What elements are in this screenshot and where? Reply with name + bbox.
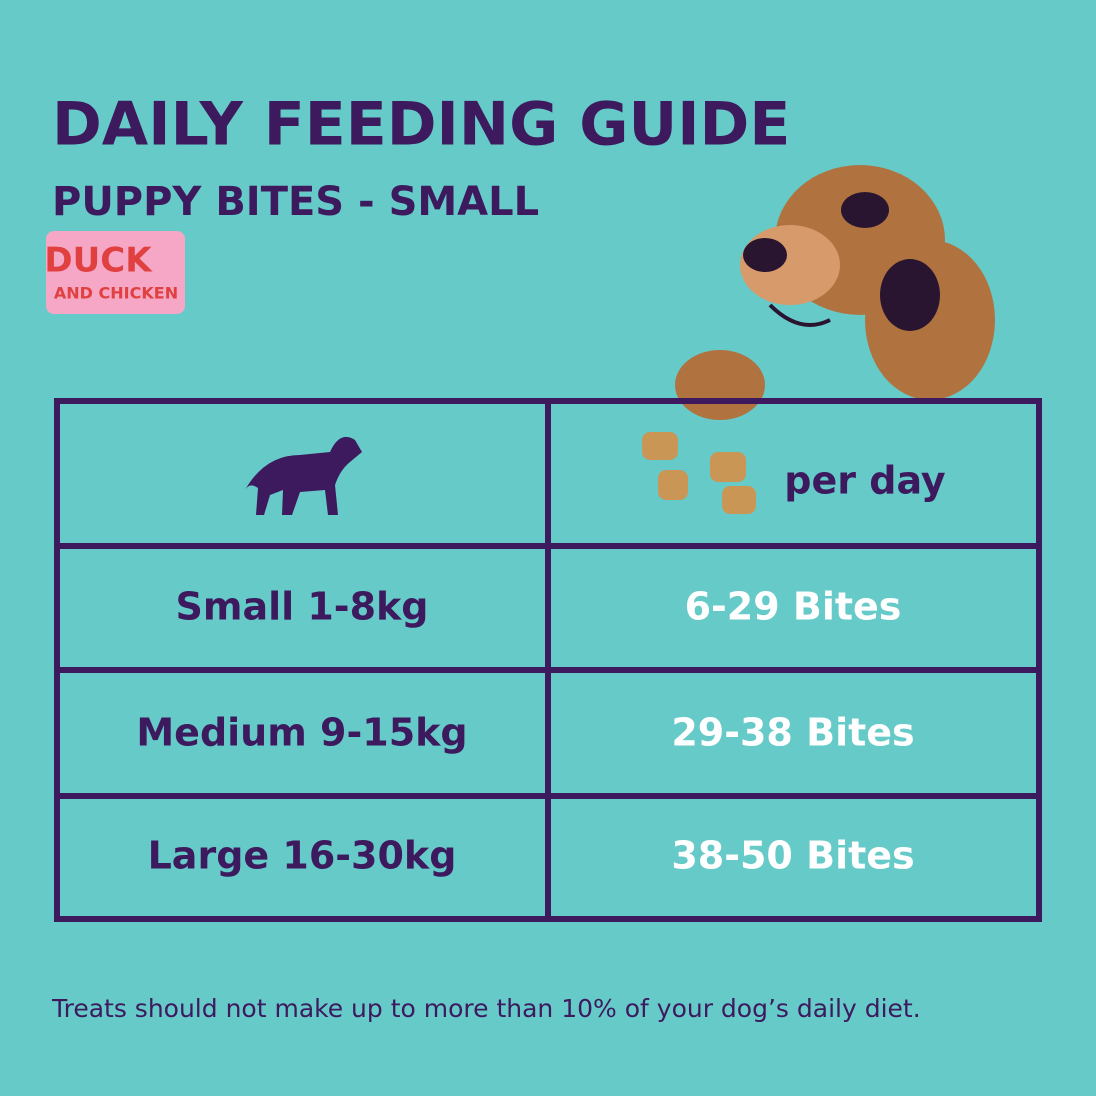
badge-bg: [46, 231, 185, 314]
weight-cell: Small 1-8kg: [175, 585, 428, 629]
puppy-illustration: [675, 165, 995, 420]
column-header: per day: [784, 459, 946, 503]
treats-icon: [642, 432, 756, 514]
subtitle: PUPPY BITES - SMALL: [52, 179, 539, 225]
amount-cell: 29-38 Bites: [671, 711, 914, 755]
weight-cell: Medium 9-15kg: [136, 711, 467, 755]
badge: DUCK AND CHICKEN: [44, 231, 185, 314]
badge-sub: AND CHICKEN: [54, 284, 178, 303]
badge-main: DUCK: [44, 241, 153, 281]
amount-cell: 38-50 Bites: [671, 834, 914, 878]
footer-note: Treats should not make up to more than 1…: [51, 994, 921, 1023]
amount-cell: 6-29 Bites: [685, 585, 902, 629]
title: DAILY FEEDING GUIDE: [52, 90, 790, 160]
dog-icon: [245, 436, 362, 515]
weight-cell: Large 16-30kg: [148, 834, 457, 878]
feeding-table: per day Small 1-8kg 6-29 Bites Medium 9-…: [54, 398, 1042, 922]
